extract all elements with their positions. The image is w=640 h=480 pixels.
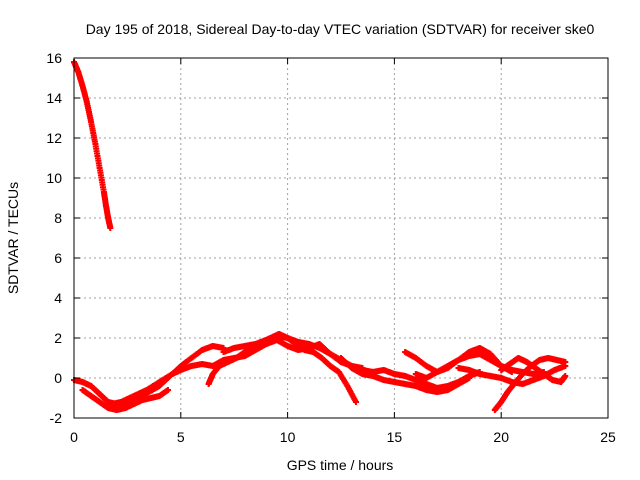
data-point-markers bbox=[412, 351, 547, 381]
y-axis-label: SDTVAR / TECUs bbox=[5, 182, 21, 294]
series-arc-7 bbox=[338, 355, 473, 395]
x-tick-labels: 0 5 10 15 20 25 bbox=[70, 429, 616, 445]
x-tick-label: 25 bbox=[600, 429, 616, 445]
data-point-markers bbox=[455, 363, 569, 387]
x-tick-label: 0 bbox=[70, 429, 78, 445]
y-tick-label: 14 bbox=[46, 90, 62, 106]
y-tick-label: 0 bbox=[54, 370, 62, 386]
y-tick-label: 4 bbox=[54, 290, 62, 306]
x-axis-label: GPS time / hours bbox=[287, 457, 394, 473]
y-tick-label: 8 bbox=[54, 210, 62, 226]
chart-title: Day 195 of 2018, Sidereal Day-to-day VTE… bbox=[86, 21, 595, 37]
x-tick-label: 20 bbox=[493, 429, 509, 445]
data-point-markers bbox=[338, 355, 473, 395]
x-tick-label: 15 bbox=[387, 429, 403, 445]
y-tick-label: 16 bbox=[46, 50, 62, 66]
y-tick-label: 10 bbox=[46, 170, 62, 186]
series-arc-3 bbox=[79, 387, 171, 413]
series-arc-9 bbox=[412, 351, 547, 381]
plot-frame bbox=[73, 57, 609, 419]
x-tick-label: 10 bbox=[280, 429, 296, 445]
data-points bbox=[71, 59, 569, 413]
series-arc-12 bbox=[455, 363, 569, 387]
y-tick-label: -2 bbox=[50, 410, 63, 426]
y-tick-label: 12 bbox=[46, 130, 62, 146]
y-tick-label: 6 bbox=[54, 250, 62, 266]
data-point-markers bbox=[220, 333, 483, 391]
data-point-markers bbox=[79, 387, 171, 413]
axis-ticks bbox=[73, 57, 609, 419]
x-tick-label: 5 bbox=[177, 429, 185, 445]
series-arc-6 bbox=[220, 333, 483, 391]
y-tick-labels: -2 0 2 4 6 8 10 12 14 16 bbox=[46, 50, 62, 426]
y-tick-label: 2 bbox=[54, 330, 62, 346]
data-point-markers bbox=[71, 59, 114, 231]
series-arc-1 bbox=[71, 59, 114, 231]
